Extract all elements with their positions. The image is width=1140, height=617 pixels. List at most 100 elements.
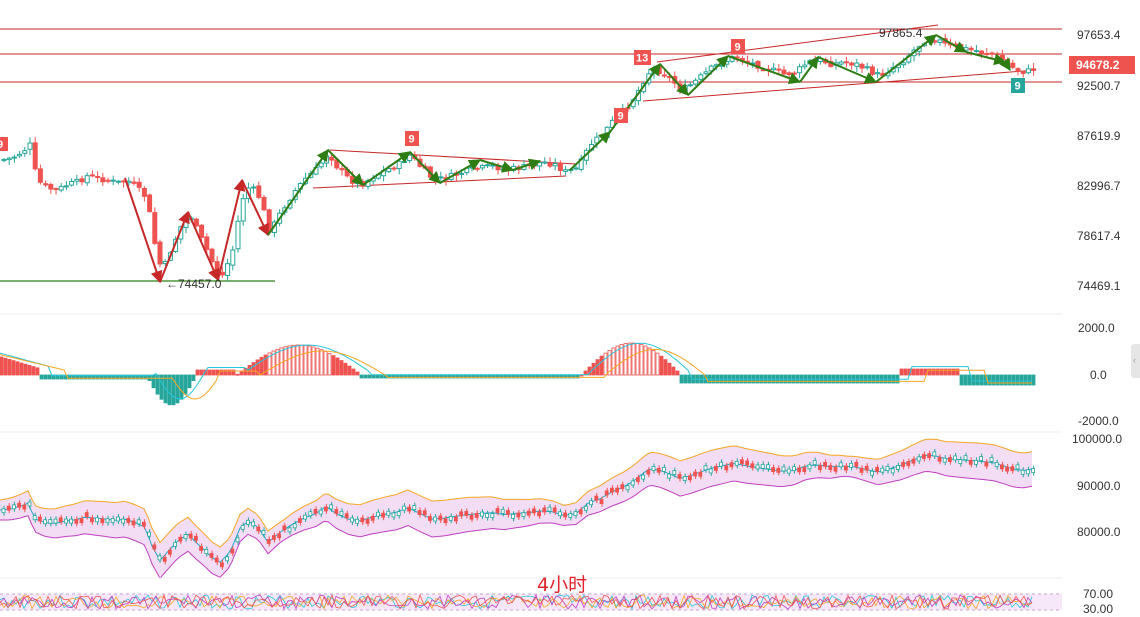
- channel-pattern-arrow: [727, 55, 802, 84]
- macd-bar: [615, 345, 620, 376]
- candle-body: [864, 66, 870, 69]
- boll-candle-body: [349, 517, 354, 523]
- candle-body: [1010, 62, 1016, 68]
- boll-candle-body: [500, 508, 505, 514]
- candle-body: [979, 50, 985, 54]
- channel-pattern-arrow: [817, 56, 878, 84]
- candle-body: [1, 159, 7, 162]
- candle-body: [199, 224, 205, 238]
- candle-body: [490, 164, 496, 167]
- candle-body: [599, 135, 605, 138]
- boll-candle-body: [641, 474, 645, 480]
- boll-candle-body: [131, 520, 136, 526]
- svg-text:13: 13: [636, 53, 648, 65]
- macd-bar: [227, 369, 232, 376]
- candle-body: [687, 84, 693, 87]
- candle-body: [849, 62, 855, 66]
- boll-candle-body: [937, 456, 942, 462]
- candle-body: [100, 177, 106, 183]
- candle-body: [235, 220, 241, 250]
- boll-candle-body: [963, 455, 968, 461]
- macd-bar: [679, 374, 684, 384]
- macd-bar: [47, 374, 52, 380]
- boll-candle-body: [116, 516, 120, 522]
- macd-bar: [951, 368, 956, 376]
- boll-candle-body: [989, 457, 994, 462]
- macd-bar: [919, 368, 924, 376]
- boll-candle-body: [537, 511, 541, 517]
- candle-body: [843, 61, 849, 64]
- candle-body: [396, 160, 402, 170]
- td-marker-left: 9: [0, 137, 8, 151]
- timeframe-label: 4小时: [537, 574, 587, 596]
- macd-bar: [659, 355, 664, 376]
- boll-candle-body: [401, 505, 406, 511]
- candle-body: [734, 56, 740, 59]
- boll-candle-body: [532, 508, 536, 514]
- boll-candle-body: [240, 524, 245, 530]
- macd-bar: [675, 370, 680, 376]
- macd-bar: [319, 349, 324, 376]
- boll-candle-body: [708, 468, 713, 474]
- macd-bar: [611, 347, 616, 376]
- boll-candle-body: [604, 490, 609, 496]
- chevron-left-icon: ‹: [1133, 355, 1136, 365]
- td-marker-13: 13: [634, 50, 651, 65]
- macd-bar: [199, 369, 204, 376]
- boll-candle-body: [901, 462, 905, 467]
- boll-candle-body: [932, 451, 937, 457]
- macd-bar: [947, 368, 952, 376]
- macd-bar: [359, 374, 364, 379]
- candle-body: [724, 60, 730, 65]
- boll-candle-body: [126, 518, 131, 523]
- macd-bar: [155, 374, 160, 395]
- macd-bar: [151, 374, 156, 389]
- boll-candle-body: [464, 511, 469, 516]
- boll-candle-body: [183, 534, 188, 539]
- td-marker-rise: 9: [614, 108, 628, 123]
- candle-body: [318, 162, 324, 168]
- current-price-text: 94678.2: [1076, 58, 1120, 72]
- macd-bar: [179, 374, 184, 400]
- boll-candle-body: [479, 511, 484, 517]
- boll-candle-body: [630, 480, 635, 486]
- candle-body: [1015, 68, 1021, 72]
- rsi-panel: [0, 593, 1062, 611]
- boll-candle-body: [542, 507, 547, 513]
- boll-candle-body: [64, 518, 68, 524]
- candle-body: [807, 59, 813, 65]
- candle-body: [58, 185, 64, 191]
- boll-candle-body: [323, 506, 328, 512]
- macd-bar: [11, 360, 16, 376]
- macd-bar: [311, 346, 316, 376]
- boll-candle-body: [615, 487, 619, 493]
- candle-body: [53, 188, 59, 191]
- macd-bar: [19, 362, 24, 376]
- channel-pattern-arrow: [569, 131, 611, 171]
- flag-pattern-arrow: [512, 158, 542, 171]
- candle-body: [875, 72, 881, 75]
- candle-body: [27, 142, 33, 150]
- candle-body: [79, 178, 85, 183]
- macd-bar: [111, 374, 116, 380]
- macd-bar: [335, 357, 340, 376]
- candle-body: [256, 185, 262, 198]
- boll-candle-body: [693, 471, 697, 477]
- macd-bar: [127, 374, 132, 380]
- boll-candle-body: [511, 514, 516, 519]
- channel-pattern-arrow: [999, 57, 1011, 72]
- boll-candle-body: [755, 464, 760, 470]
- candle-body: [859, 63, 865, 69]
- boll-candle-body: [859, 467, 864, 473]
- candle-body: [989, 52, 995, 55]
- channel-pattern-arrow: [965, 51, 1007, 66]
- candles-group: [1, 33, 1037, 282]
- rsi-tick-2: 30.00: [1083, 602, 1113, 616]
- macd-bar: [975, 374, 980, 386]
- boll-tick-3: 80000.0: [1077, 525, 1121, 539]
- boll-candle-body: [69, 518, 73, 524]
- macd-bar: [79, 374, 84, 380]
- panel-collapse-handle[interactable]: ‹: [1131, 344, 1140, 378]
- boll-candle-body: [589, 500, 593, 506]
